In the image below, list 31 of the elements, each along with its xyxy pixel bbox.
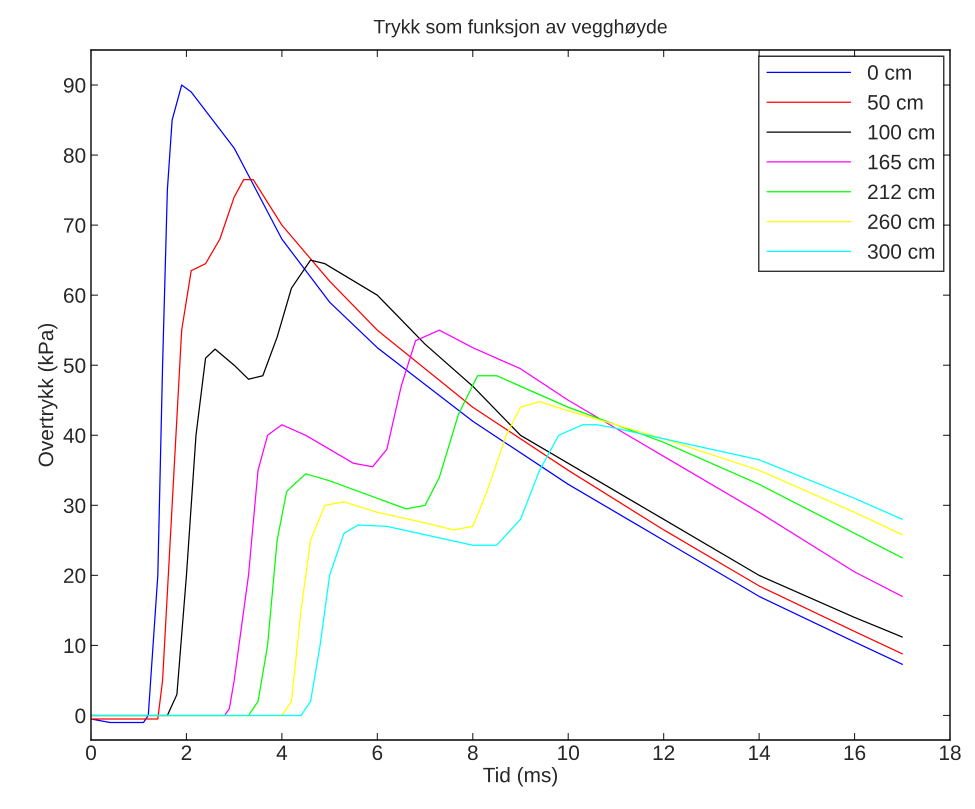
y-tick-label: 50 bbox=[64, 358, 86, 373]
legend-label: 212 cm bbox=[868, 184, 934, 200]
legend-label: 260 cm bbox=[868, 214, 934, 230]
x-tick-label: 0 bbox=[86, 745, 96, 760]
y-tick-label: 70 bbox=[64, 218, 86, 233]
legend-label: 100 cm bbox=[868, 124, 934, 140]
y-tick-label: 30 bbox=[64, 498, 86, 514]
y-tick-label: 20 bbox=[64, 568, 86, 584]
x-tick-label: 2 bbox=[182, 745, 192, 760]
legend-label: 50 cm bbox=[868, 94, 922, 110]
x-tick-label: 16 bbox=[844, 745, 866, 760]
legend-label: 165 cm bbox=[868, 154, 934, 170]
x-tick-label: 10 bbox=[558, 745, 579, 760]
y-tick-label: 40 bbox=[63, 428, 86, 444]
y-tick-label: 10 bbox=[64, 638, 86, 654]
y-tick-label: 90 bbox=[64, 78, 86, 93]
line-series bbox=[91, 178, 903, 720]
chart-title: Trykk som funksjon av vegghøyde bbox=[374, 19, 667, 38]
x-tick-label: 4 bbox=[276, 746, 288, 760]
legend-label: 0 cm bbox=[868, 65, 911, 80]
x-tick-label: 18 bbox=[940, 745, 961, 760]
x-tick-label: 14 bbox=[749, 746, 770, 760]
y-axis-title: Overtrykk (kPa) bbox=[38, 324, 58, 466]
x-tick-label: 8 bbox=[468, 745, 478, 760]
x-tick-label: 6 bbox=[372, 745, 382, 760]
y-tick-label: 0 bbox=[75, 708, 86, 724]
x-tick-label: 12 bbox=[654, 745, 674, 760]
legend-label: 300 cm bbox=[868, 244, 934, 259]
x-axis-title: Tid (ms) bbox=[483, 767, 558, 786]
y-tick-label: 80 bbox=[64, 148, 86, 163]
y-tick-label: 60 bbox=[64, 288, 86, 303]
